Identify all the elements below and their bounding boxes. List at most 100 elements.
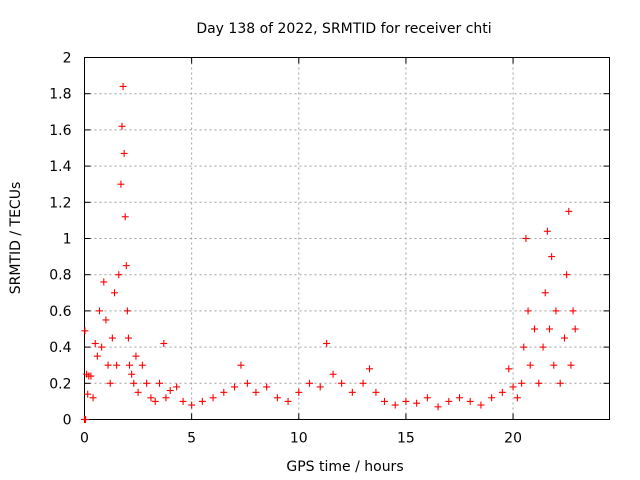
data-point: [402, 397, 410, 405]
data-point: [122, 262, 130, 270]
data-point: [423, 394, 431, 402]
data-point: [445, 397, 453, 405]
data-point: [552, 307, 560, 315]
data-point: [147, 394, 155, 402]
data-point: [124, 334, 132, 342]
data-point: [130, 379, 138, 387]
data-point: [329, 370, 337, 378]
data-point: [87, 372, 95, 380]
data-point: [526, 361, 534, 369]
data-point: [113, 361, 121, 369]
data-point: [456, 394, 463, 402]
data-point: [100, 278, 108, 286]
data-point: [323, 339, 331, 347]
data-point: [98, 343, 106, 351]
data-point: [466, 397, 474, 405]
data-point: [531, 325, 538, 333]
data-point: [563, 271, 571, 279]
data-point: [115, 271, 123, 279]
y-tick-labels: 0 0.2 0.4 0.6 0.8 1 1.2 1.4 1.6 1.8 2: [49, 51, 71, 429]
data-point: [198, 397, 206, 405]
y-tick-label: 1.8: [49, 87, 71, 103]
data-point: [89, 394, 97, 402]
data-point: [518, 379, 526, 387]
data-point: [372, 388, 380, 396]
x-tick-label: 5: [187, 431, 196, 447]
data-point: [488, 394, 496, 402]
data-point: [123, 307, 131, 315]
data-point: [209, 394, 217, 402]
data-point: [567, 361, 575, 369]
data-point: [84, 390, 92, 398]
x-tick-label: 0: [80, 431, 89, 447]
data-point: [561, 334, 568, 342]
data-point: [338, 379, 346, 387]
data-point: [106, 379, 114, 387]
y-tick-label: 1.6: [49, 123, 71, 139]
data-point: [306, 379, 313, 387]
y-tick-label: 0.2: [49, 376, 71, 392]
data-point: [132, 352, 140, 360]
data-point: [111, 289, 118, 297]
data-point: [81, 327, 89, 335]
data-point: [128, 370, 136, 378]
data-point: [179, 397, 187, 405]
data-point: [138, 361, 146, 369]
grid-lines: [84, 57, 610, 420]
data-point: [134, 388, 142, 396]
x-tick-label: 10: [290, 431, 308, 447]
data-point: [118, 122, 126, 130]
y-tick-label: 1.4: [49, 159, 71, 175]
data-point: [571, 325, 579, 333]
data-point: [391, 401, 399, 409]
y-tick-label: 1: [63, 232, 72, 248]
data-point: [166, 387, 174, 395]
data-point: [126, 361, 133, 369]
data-point: [535, 379, 543, 387]
data-point: [119, 82, 127, 90]
data-point: [520, 343, 528, 351]
data-point: [188, 401, 196, 409]
y-tick-label: 0.8: [49, 268, 71, 284]
data-point: [541, 289, 549, 297]
data-point: [546, 325, 553, 333]
data-points: [81, 82, 579, 423]
data-point: [143, 379, 151, 387]
data-point: [539, 343, 547, 351]
y-tick-label: 0.6: [49, 304, 71, 320]
data-point: [102, 316, 110, 324]
data-point: [243, 379, 251, 387]
data-point: [543, 227, 551, 235]
data-point: [509, 383, 517, 391]
axis-ticks: [84, 57, 610, 420]
data-point: [348, 388, 356, 396]
data-point: [524, 307, 532, 315]
data-point: [120, 149, 128, 157]
data-point: [160, 339, 168, 347]
data-point: [151, 397, 159, 405]
data-point: [96, 307, 103, 315]
data-point: [231, 383, 238, 391]
data-point: [237, 361, 245, 369]
data-point: [505, 365, 513, 373]
data-point: [381, 397, 388, 405]
data-point: [173, 383, 181, 391]
data-point: [263, 383, 271, 391]
data-point: [316, 383, 324, 391]
data-point: [108, 334, 116, 342]
x-tick-label: 15: [397, 431, 415, 447]
data-point: [220, 388, 228, 396]
y-tick-label: 1.2: [49, 195, 71, 211]
x-axis-title: GPS time / hours: [286, 459, 403, 475]
y-tick-label: 0: [63, 413, 72, 429]
data-point: [82, 416, 90, 423]
data-point: [295, 388, 303, 396]
data-point: [522, 235, 530, 242]
data-point: [273, 394, 281, 402]
y-tick-label: 2: [63, 51, 72, 67]
data-point: [121, 213, 129, 221]
data-point: [513, 394, 521, 402]
data-point: [498, 388, 506, 396]
data-point: [565, 207, 573, 215]
data-point: [117, 180, 125, 188]
